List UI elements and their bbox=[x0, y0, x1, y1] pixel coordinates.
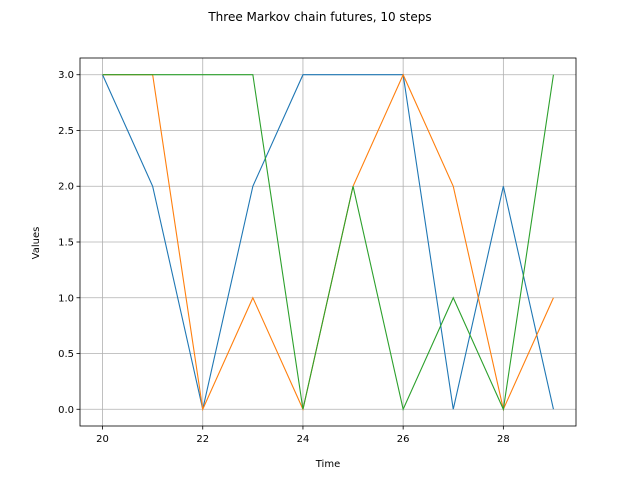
y-tick-label: 1.5 bbox=[58, 238, 74, 249]
axis-ticks: 20 22 24 26 28 0.0 0.5 1.0 1.5 2.0 2.5 3.0 bbox=[58, 70, 510, 445]
x-tick-label: 26 bbox=[397, 434, 410, 445]
series-line-3 bbox=[102, 74, 554, 412]
y-tick-label: 2.5 bbox=[58, 126, 74, 137]
x-tick-label: 22 bbox=[196, 434, 209, 445]
y-axis-label: Values bbox=[31, 227, 42, 260]
y-tick-label: 1.0 bbox=[58, 293, 74, 304]
series-lines bbox=[102, 73, 554, 412]
y-tick-label: 0.0 bbox=[58, 405, 74, 416]
y-tick-label: 3.0 bbox=[58, 70, 74, 81]
y-tick-label: 0.5 bbox=[58, 349, 74, 360]
y-tick-label: 2.0 bbox=[58, 182, 74, 193]
chart-title: Three Markov chain futures, 10 steps bbox=[207, 10, 431, 24]
x-axis-label: Time bbox=[315, 459, 340, 470]
x-tick-label: 24 bbox=[297, 434, 310, 445]
x-tick-label: 28 bbox=[497, 434, 510, 445]
x-tick-label: 20 bbox=[96, 434, 109, 445]
